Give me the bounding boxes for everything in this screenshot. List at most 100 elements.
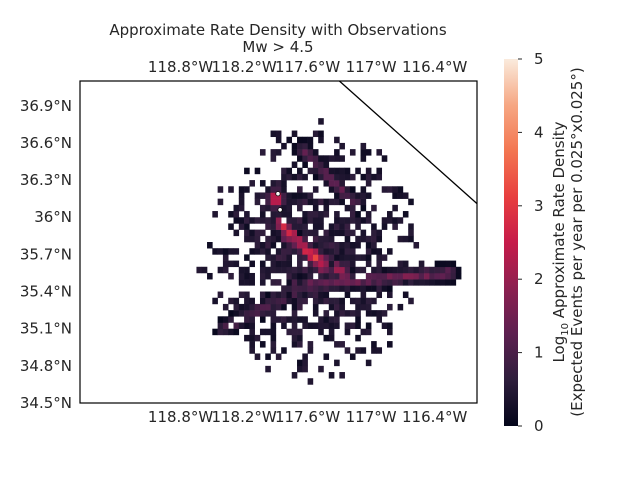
x-tick-label-bottom: 117°W [346,408,397,426]
heatmap-cell [270,229,277,237]
heatmap-cell [328,180,335,187]
heatmap-cell [302,235,308,243]
heatmap-cell [291,266,298,274]
heatmap-cell [408,279,414,286]
heatmap-cell [302,365,308,373]
heatmap-cell [371,248,377,255]
heatmap-cell [312,211,319,218]
heatmap-cell [371,272,377,280]
heatmap-cell [339,198,345,206]
heatmap-cell [439,260,446,268]
heatmap-cell [408,235,414,243]
heatmap-cell [424,266,430,274]
heatmap-cell [270,347,277,354]
heatmap-cell [217,291,224,299]
heatmap-cell [371,223,377,230]
heatmap-cell [328,316,335,323]
heatmap-cell [339,229,345,237]
heatmap-cell [302,149,308,156]
heatmap-cell [349,204,356,212]
heatmap-cell [233,248,240,255]
heatmap-cell [360,204,367,212]
heatmap-cell [387,303,393,311]
heatmap-cell [439,266,446,274]
heatmap-cell [360,328,367,336]
heatmap-cell [254,303,261,311]
heatmap-cell [275,229,282,237]
heatmap-cell [360,297,367,305]
heatmap-cell [376,291,383,299]
heatmap-cell [259,149,266,156]
heatmap-cell [328,173,335,181]
heatmap-cell [339,242,345,249]
heatmap-cell [302,136,308,144]
heatmap-cell [434,260,441,268]
heatmap-cell [334,285,340,292]
heatmap-cell [344,272,351,280]
heatmap-cell [387,272,393,280]
heatmap-cell [365,149,372,156]
heatmap-cell [323,155,330,162]
heatmap-cell [259,180,266,187]
heatmap-cell [307,279,314,286]
heatmap-cell [244,279,250,286]
heatmap-cell [291,130,298,138]
heatmap-cell [328,260,335,268]
heatmap-cell [323,297,330,305]
heatmap-cell [297,167,303,175]
heatmap-cell [349,322,356,329]
heatmap-cell [323,204,330,212]
heatmap-cell [371,173,377,181]
heatmap-cell [381,217,388,224]
heatmap-cell [349,198,356,206]
heatmap-cell [413,242,420,249]
heatmap-cell [270,341,277,348]
heatmap-cell [387,328,393,336]
heatmap-cell [307,291,314,299]
heatmap-cell [434,272,441,280]
heatmap-cell [376,229,383,237]
heatmap-cell [323,229,330,237]
heatmap-cell [339,260,345,268]
heatmap-cell [265,223,271,230]
heatmap-cell [281,204,287,212]
heatmap-cell [297,328,303,336]
heatmap-cell [259,291,266,299]
heatmap-cell [302,223,308,230]
heatmap-cell [307,322,314,329]
heatmap-cell [349,285,356,292]
heatmap-cell [244,167,250,175]
heatmap-cell [244,211,250,218]
heatmap-cell [249,297,255,305]
heatmap-cell [312,254,319,261]
heatmap-cell [349,260,356,268]
heatmap-cell [249,279,255,286]
heatmap-cell [270,198,277,206]
heatmap-cell [312,285,319,292]
heatmap-cell [307,217,314,224]
heatmap-cell [397,279,404,286]
heatmap-cell [259,328,266,336]
heatmap-cell [408,229,414,237]
heatmap-cell [291,198,298,206]
heatmap-cell [312,130,319,138]
heatmap-cell [297,359,303,367]
heatmap-cell [328,167,335,175]
heatmap-cell [318,173,324,181]
heatmap-cell [265,353,271,360]
heatmap-cell [244,310,250,317]
heatmap-cell [334,198,340,206]
heatmap-cell [339,155,345,162]
heatmap-cell [312,279,319,286]
heatmap-cell [244,254,250,261]
heatmap-cell [312,322,319,329]
heatmap-cell [291,149,298,156]
heatmap-cell [312,229,319,237]
heatmap-cell [328,285,335,292]
heatmap-cell [259,310,266,317]
heatmap-cell [212,328,218,336]
heatmap-cell [259,204,266,212]
heatmap-cell [259,316,266,323]
heatmap-cell [355,223,361,230]
